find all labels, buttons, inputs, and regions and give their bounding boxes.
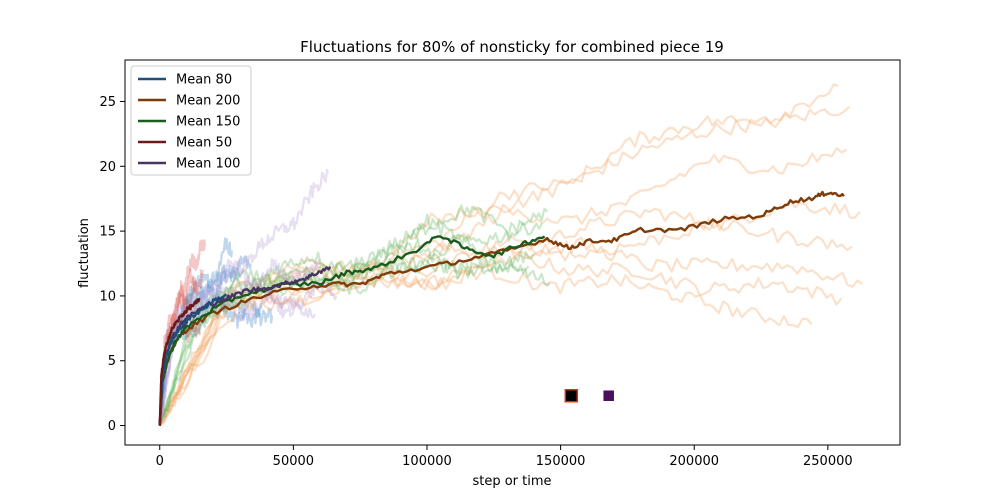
x-tick-label: 0 — [156, 454, 164, 469]
legend-box — [130, 65, 252, 176]
run-line-mean-200-8 — [158, 217, 853, 426]
marker-1 — [564, 388, 579, 403]
x-tick-label: 50000 — [273, 454, 314, 469]
run-line-mean-150-2 — [158, 258, 551, 426]
legend-label-mean-200: Mean 200 — [176, 94, 240, 109]
legend-label-mean-150: Mean 150 — [176, 115, 240, 130]
marker-2 — [603, 390, 614, 401]
y-tick-label: 20 — [99, 160, 116, 175]
y-tick-label: 25 — [99, 95, 116, 110]
y-axis-ticks: 0 5 10 15 20 25 — [99, 95, 125, 434]
mean-lines — [158, 190, 845, 426]
x-axis-ticks: 0 50000 100000 150000 200000 250000 — [156, 445, 853, 469]
run-line-mean-200-6 — [158, 263, 813, 427]
markers — [564, 388, 614, 403]
run-line-mean-200-4 — [158, 236, 864, 426]
mean-line-mean-150 — [158, 235, 546, 426]
x-axis-label: step or time — [472, 474, 551, 489]
y-tick-label: 10 — [99, 289, 116, 304]
plot-frame — [124, 59, 901, 446]
run-line-mean-200-2 — [158, 105, 850, 426]
run-line-mean-150-5 — [158, 238, 530, 427]
legend-label-mean-80: Mean 80 — [176, 73, 232, 88]
x-tick-label: 100000 — [402, 454, 452, 469]
run-line-mean-200-5 — [158, 147, 848, 426]
x-tick-label: 200000 — [669, 454, 719, 469]
legend-label-mean-50: Mean 50 — [176, 136, 232, 151]
run-line-mean-150-1 — [158, 213, 543, 426]
x-tick-label: 250000 — [803, 454, 853, 469]
mean-line-mean-80 — [158, 293, 228, 426]
y-axis-label: fluctuation — [77, 218, 92, 288]
x-tick-label: 150000 — [536, 454, 586, 469]
chart-title: Fluctuations for 80% of nonsticky for co… — [300, 38, 724, 56]
run-line-mean-150-3 — [158, 234, 535, 426]
mean-line-mean-50 — [158, 298, 201, 426]
legend-label-mean-100: Mean 100 — [176, 157, 240, 172]
y-tick-label: 0 — [108, 419, 116, 434]
legend: Mean 80 Mean 200 Mean 150 Mean 50 Mean 100 — [130, 65, 252, 176]
run-line-mean-50-3 — [158, 239, 207, 426]
mean-line-mean-200 — [158, 190, 845, 426]
y-tick-label: 5 — [108, 354, 116, 369]
y-tick-label: 15 — [99, 225, 116, 240]
